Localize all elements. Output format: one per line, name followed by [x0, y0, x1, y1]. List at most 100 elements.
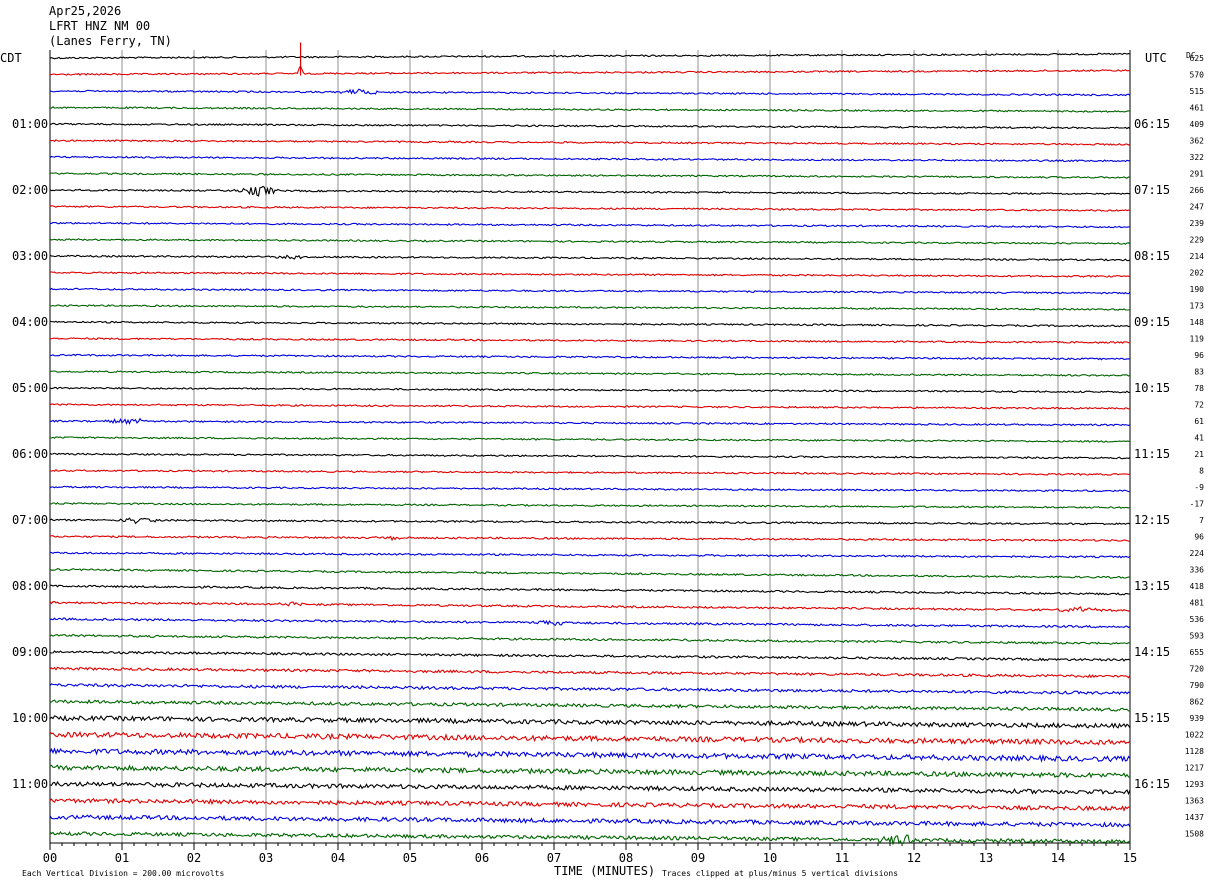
- dc-offset-label: 1437: [1185, 813, 1204, 822]
- seismic-trace: [49, 730, 1131, 746]
- clip-note: Traces clipped at plus/minus 5 vertical …: [662, 869, 898, 878]
- x-tick-label: 08: [619, 851, 633, 865]
- seismic-trace: [50, 353, 1131, 361]
- station-label: LFRT HNZ NM 00: [49, 19, 151, 33]
- dc-offset-label: 461: [1190, 104, 1205, 113]
- dc-offset-label: -9: [1194, 483, 1204, 492]
- seismic-trace: [49, 535, 1130, 542]
- seismic-trace: [49, 485, 1131, 493]
- dc-offset-label: 720: [1190, 665, 1205, 674]
- dc-offset-label: 266: [1190, 186, 1205, 195]
- x-tick-label: 06: [475, 851, 489, 865]
- dc-offset-label: 8: [1199, 467, 1204, 476]
- dc-offset-label: 96: [1194, 351, 1204, 360]
- date-label: Apr25,2026: [49, 4, 122, 18]
- seismic-trace: [49, 797, 1131, 812]
- x-tick-label: 02: [187, 851, 201, 865]
- seismic-trace: [49, 814, 1131, 828]
- x-tick-label: 05: [403, 851, 417, 865]
- seismic-trace: [49, 185, 1131, 197]
- seismic-trace: [49, 469, 1131, 476]
- seismic-trace: [49, 139, 1131, 146]
- x-axis-label: TIME (MINUTES): [554, 864, 655, 878]
- dc-offset-label: 41: [1194, 434, 1204, 443]
- dc-offset-label: 570: [1190, 71, 1205, 80]
- dc-header-label: DC: [1186, 51, 1196, 60]
- utc-hour-label: 06:15: [1134, 117, 1170, 131]
- grid: [49, 50, 1131, 850]
- dc-offset-label: 322: [1190, 153, 1205, 162]
- dc-offset-label: 418: [1190, 582, 1205, 591]
- seismic-trace: [49, 780, 1131, 796]
- seismic-trace: [49, 683, 1131, 696]
- dc-offset-label: 336: [1190, 566, 1205, 575]
- x-tick-label: 07: [547, 851, 561, 865]
- seismic-trace: [49, 747, 1131, 763]
- seismic-trace: [49, 714, 1131, 729]
- utc-hour-label: 08:15: [1134, 249, 1170, 263]
- seismic-trace: [49, 370, 1131, 377]
- dc-offset-label: 83: [1194, 368, 1204, 377]
- seismic-trace: [49, 254, 1131, 262]
- dc-offset-label: 72: [1194, 401, 1204, 410]
- cdt-timezone-label: CDT: [0, 51, 22, 65]
- seismic-trace: [49, 502, 1131, 509]
- x-tick-label: 15: [1123, 851, 1137, 865]
- x-tick-label: 09: [691, 851, 705, 865]
- dc-offset-label: 790: [1190, 681, 1205, 690]
- cdt-hour-label: 10:00: [12, 711, 48, 725]
- dc-offset-label: 409: [1190, 120, 1205, 129]
- seismic-trace: [49, 271, 1131, 278]
- seismic-trace: [49, 238, 1131, 245]
- seismic-trace: [50, 436, 1131, 443]
- dc-offset-label: 173: [1190, 302, 1205, 311]
- seismic-trace: [49, 337, 1131, 344]
- cdt-hour-label: 02:00: [12, 183, 48, 197]
- seismic-trace: [49, 52, 1131, 60]
- cdt-hour-label: 05:00: [12, 381, 48, 395]
- seismic-trace: [49, 764, 1131, 779]
- utc-hour-label: 14:15: [1134, 645, 1170, 659]
- seismic-trace: [49, 287, 1131, 295]
- dc-offset-label: 1128: [1185, 747, 1204, 756]
- labels: 00 01 02 03 04 05 06 07 08 09 10 11 12 13 14 15 625 570 51…: [0, 51, 1204, 878]
- x-tick-label: 11: [835, 851, 849, 865]
- dc-offset-label: 362: [1190, 137, 1205, 146]
- seismic-trace: [49, 105, 1131, 113]
- x-tick-label: 03: [259, 851, 273, 865]
- x-tick-label: 04: [331, 851, 345, 865]
- dc-offset-label: -17: [1190, 500, 1205, 509]
- seismic-trace: [49, 64, 1130, 76]
- dc-offset-label: 229: [1190, 236, 1205, 245]
- dc-offset-label: 655: [1190, 648, 1205, 657]
- dc-offset-label: 1293: [1185, 780, 1204, 789]
- seismic-trace: [49, 831, 1131, 846]
- seismic-trace: [49, 221, 1131, 229]
- dc-offset-label: 78: [1194, 384, 1204, 393]
- seismic-trace: [49, 584, 1131, 596]
- traces: [49, 42, 1131, 846]
- cdt-hour-label: 11:00: [12, 777, 48, 791]
- utc-hour-label: 15:15: [1134, 711, 1170, 725]
- seismic-trace: [49, 634, 1131, 645]
- seismic-trace: [49, 650, 1131, 662]
- x-tick-label: 10: [763, 851, 777, 865]
- dc-offset-label: 190: [1190, 285, 1205, 294]
- dc-offset-label: 61: [1194, 417, 1204, 426]
- seismic-trace: [49, 568, 1131, 579]
- cdt-hour-label: 01:00: [12, 117, 48, 131]
- dc-offset-label: 481: [1190, 599, 1205, 608]
- dc-offset-label: 119: [1190, 335, 1205, 344]
- dc-offset-label: 214: [1190, 252, 1205, 261]
- cdt-hour-label: 06:00: [12, 447, 48, 461]
- cdt-hour-label: 09:00: [12, 645, 48, 659]
- seismic-trace: [49, 122, 1131, 130]
- utc-hour-label: 07:15: [1134, 183, 1170, 197]
- utc-hour-label: 11:15: [1134, 447, 1170, 461]
- seismic-trace: [49, 517, 1131, 526]
- dc-offset-label: 224: [1190, 549, 1205, 558]
- dc-offset-label: 7: [1199, 516, 1204, 525]
- location-label: (Lanes Ferry, TN): [49, 34, 172, 48]
- seismic-trace: [49, 320, 1131, 328]
